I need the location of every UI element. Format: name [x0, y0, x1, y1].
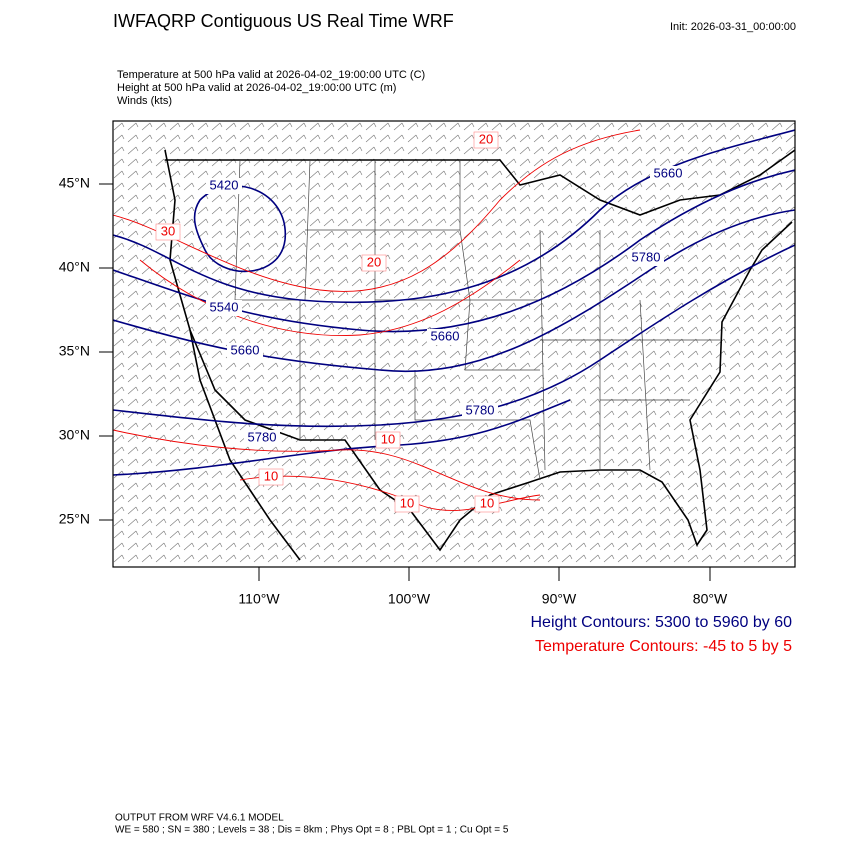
footer-model: OUTPUT FROM WRF V4.6.1 MODEL	[115, 813, 284, 824]
footer-settings: WE = 580 ; SN = 380 ; Levels = 38 ; Dis …	[115, 825, 509, 836]
label-bg	[628, 250, 664, 266]
map-labels: 45°N 40°N 35°N 30°N 25°N 110°W 100°W 90°W 80°W 54…	[59, 131, 728, 606]
height-contour-label: 5420	[210, 177, 239, 192]
lat-label: 45°N	[59, 175, 90, 191]
label-bg	[155, 223, 181, 241]
height-contour-label: 5660	[231, 342, 260, 357]
lon-label: 90°W	[542, 591, 577, 607]
lat-label: 25°N	[59, 511, 90, 527]
temperature-contour-label: 10	[381, 431, 395, 446]
lon-label: 110°W	[238, 591, 280, 607]
label-bg	[394, 495, 420, 513]
lon-label: 80°W	[693, 591, 728, 607]
lon-label: 100°W	[388, 591, 431, 607]
label-bg	[473, 131, 499, 149]
coastline	[164, 149, 795, 561]
label-bg	[227, 343, 263, 359]
label-bg	[361, 254, 387, 272]
field-label: Temperature at 500 hPa valid at 2026-04-…	[117, 69, 425, 81]
temperature-contour-label: 30	[161, 223, 175, 238]
label-bg	[462, 403, 498, 419]
temperature-contour-label: 10	[264, 468, 278, 483]
label-bg	[244, 430, 280, 446]
temperature-contour-label: 20	[367, 254, 381, 269]
height-contour-label: 5780	[248, 429, 277, 444]
temperature-contours	[113, 129, 641, 511]
map-frame	[112, 120, 796, 568]
legend-temperature: Temperature Contours: -45 to 5 by 5	[535, 638, 792, 655]
lat-label: 40°N	[59, 259, 90, 275]
temperature-contour-label: 10	[480, 495, 494, 510]
height-contour-label: 5540	[210, 299, 239, 314]
label-bg	[206, 178, 242, 194]
label-bg	[427, 329, 463, 345]
lat-label: 35°N	[59, 343, 90, 359]
height-contour-label: 5660	[431, 328, 460, 343]
temperature-contour-label: 20	[479, 131, 493, 146]
height-contour-label: 5780	[466, 402, 495, 417]
height-contour-label: 5660	[654, 165, 683, 180]
title: IWFAQRP Contiguous US Real Time WRF	[113, 11, 454, 31]
init-time: Init: 2026-03-31_00:00:00	[670, 21, 796, 33]
label-bg	[375, 431, 401, 449]
label-bg	[650, 166, 686, 182]
label-bg	[474, 495, 500, 513]
lat-label: 30°N	[59, 427, 90, 443]
field-label: Height at 500 hPa valid at 2026-04-02_19…	[117, 82, 396, 94]
legend-height: Height Contours: 5300 to 5960 by 60	[530, 614, 792, 631]
field-label: Winds (kts)	[117, 95, 172, 107]
label-bg	[258, 468, 284, 486]
height-contour-label: 5780	[632, 249, 661, 264]
label-bg	[206, 300, 242, 316]
temperature-contour-label: 10	[400, 495, 414, 510]
